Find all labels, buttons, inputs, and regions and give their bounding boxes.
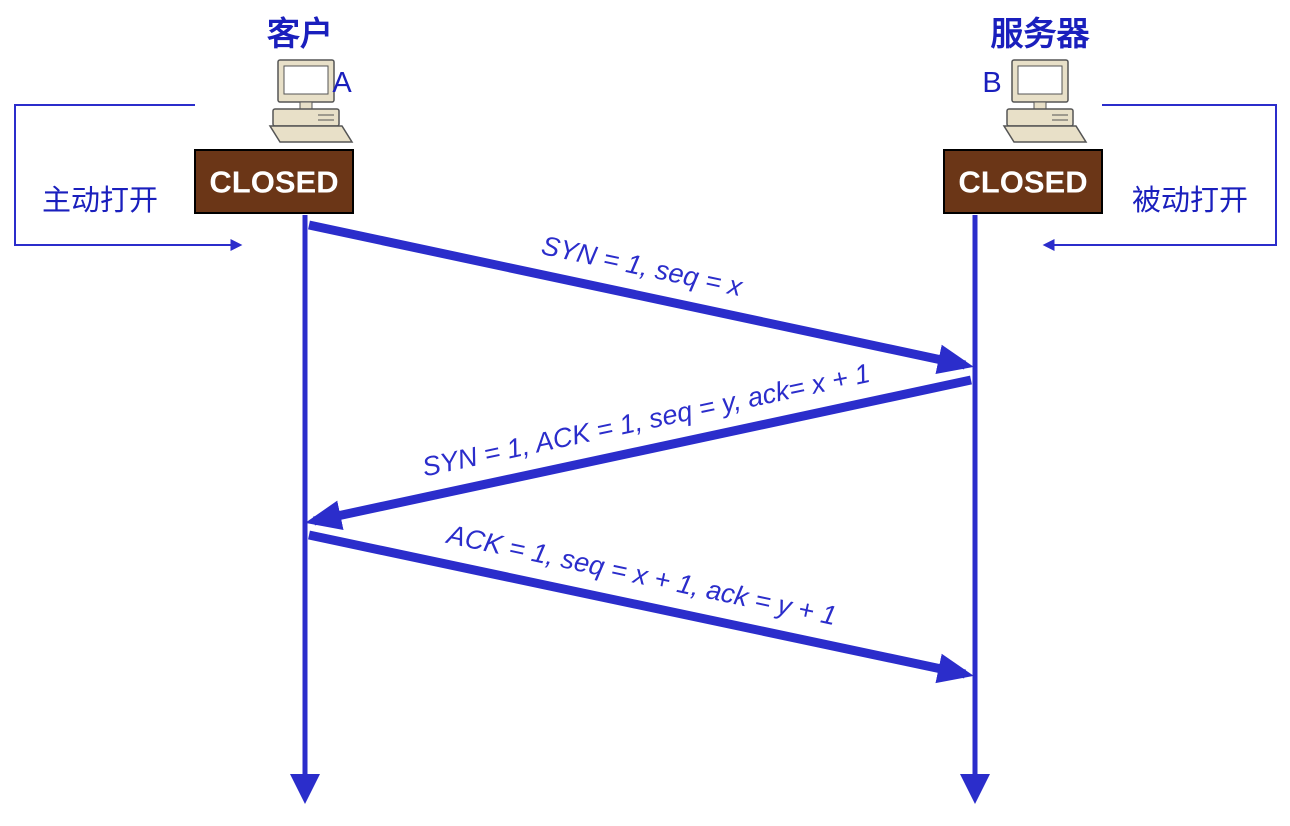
server-open-label: 被动打开 bbox=[1132, 184, 1248, 217]
message-arrow-synack bbox=[314, 380, 971, 521]
server-state-label: CLOSED bbox=[958, 165, 1087, 200]
server-letter: B bbox=[982, 67, 1001, 99]
client-open-label: 主动打开 bbox=[42, 184, 158, 217]
client-state-label: CLOSED bbox=[209, 165, 338, 200]
client-letter: A bbox=[332, 67, 352, 99]
message-arrow-syn bbox=[309, 225, 965, 365]
server-title: 服务器 bbox=[991, 15, 1091, 52]
message-arrow-ack bbox=[309, 535, 965, 674]
server-computer-icon bbox=[1004, 60, 1086, 142]
client-title: 客户 bbox=[267, 15, 333, 52]
message-label-syn: SYN = 1, seq = x bbox=[539, 230, 746, 302]
